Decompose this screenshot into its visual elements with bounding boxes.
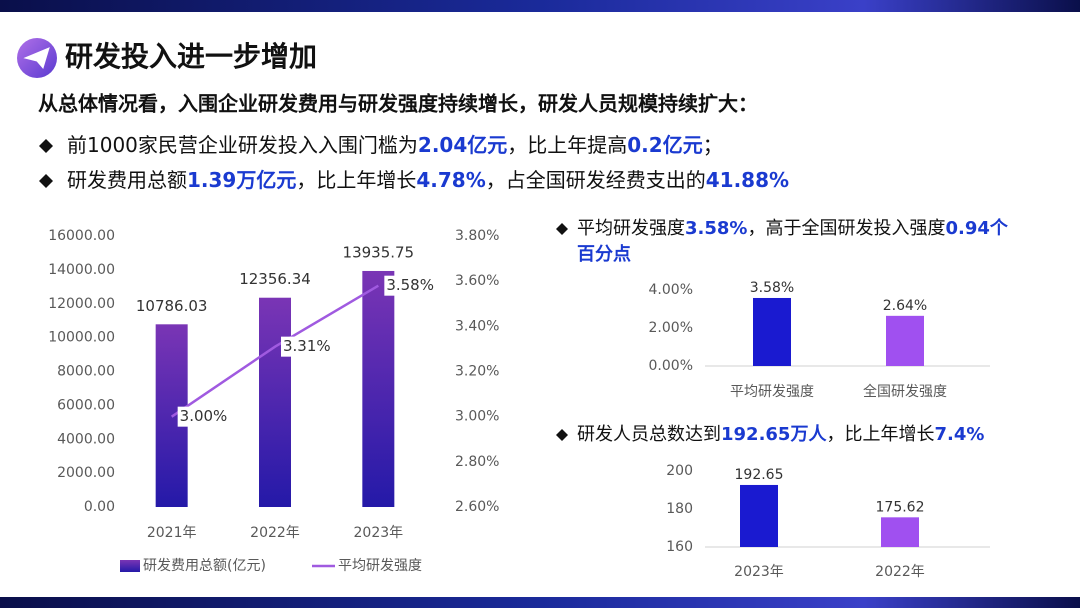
- text-run: 4.78%: [416, 168, 485, 192]
- text-run: 研发费用总额: [67, 168, 187, 192]
- y-tick-label: 8000.00: [57, 364, 115, 380]
- text-run: 41.88%: [706, 168, 789, 192]
- x-tick-label: 全国研发强度: [863, 383, 947, 400]
- bullet-diamond: [39, 174, 53, 188]
- bar-value-label: 3.58%: [750, 280, 794, 296]
- bar-value-label: 10786.03: [136, 297, 208, 315]
- text-run: 192.65万人: [721, 424, 827, 445]
- bar: [753, 297, 791, 366]
- legend-label: 平均研发强度: [338, 558, 422, 574]
- y-tick-label: 4000.00: [57, 431, 115, 447]
- line-value-label: 3.00%: [180, 407, 228, 425]
- plane-icon: [23, 47, 50, 70]
- text-run: 研发人员总数达到: [577, 424, 721, 445]
- y-tick-label: 16000.00: [48, 228, 115, 244]
- y2-tick-label: 3.80%: [455, 228, 499, 244]
- y-tick-label: 10000.00: [48, 330, 115, 346]
- label-bg: [281, 336, 331, 357]
- x-tick-label: 2022年: [875, 564, 925, 580]
- y-tick-label: 180: [666, 501, 693, 517]
- title: 研发投入进一步增加: [65, 40, 317, 73]
- bar: [881, 517, 919, 547]
- bar-value-label: 12356.34: [239, 270, 311, 288]
- text-run: 0.94个: [945, 217, 1008, 239]
- text-run: 2.04亿元: [418, 133, 507, 157]
- y2-tick-label: 2.60%: [455, 499, 499, 515]
- line-value-label: 3.31%: [283, 337, 331, 355]
- bar-value-label: 175.62: [876, 499, 925, 515]
- y2-tick-label: 3.20%: [455, 364, 499, 380]
- bullet-text: 前1000家民营企业研发投入入围门槛为2.04亿元，比上年提高0.2亿元；: [67, 133, 723, 157]
- text-run: ，比上年提高: [507, 133, 627, 157]
- y-tick-label: 0.00%: [649, 358, 693, 374]
- top-band: [0, 0, 1080, 12]
- y-tick-label: 2000.00: [57, 465, 115, 481]
- line-value-label: 3.58%: [386, 276, 434, 294]
- y-tick-label: 6000.00: [57, 397, 115, 413]
- bar-value-label: 2.64%: [883, 298, 927, 314]
- text-run: 3.58%: [685, 218, 747, 239]
- bullet-diamond: [556, 429, 568, 441]
- y-tick-label: 14000.00: [48, 262, 115, 278]
- y-tick-label: 2.00%: [649, 320, 693, 336]
- text-run: ；: [703, 133, 723, 157]
- text-run: 1.39万亿元: [187, 168, 296, 192]
- y2-tick-label: 3.60%: [455, 273, 499, 289]
- text-run: 7.4%: [934, 424, 984, 445]
- lead: 从总体情况看，入围企业研发费用与研发强度持续增长，研发人员规模持续扩大：: [38, 92, 758, 116]
- bar: [886, 315, 924, 366]
- bullet-text: 平均研发强度3.58%，高于全国研发投入强度0.94个百分点: [577, 217, 1009, 265]
- y2-tick-label: 3.40%: [455, 318, 499, 334]
- label-bg: [384, 275, 435, 296]
- legend-label: 研发费用总额(亿元): [143, 558, 266, 574]
- bullet-diamond: [39, 139, 53, 153]
- bullet-text: 研发费用总额1.39万亿元，比上年增长4.78%，占全国研发经费支出的41.88…: [67, 168, 789, 192]
- x-tick-label: 2022年: [250, 525, 300, 541]
- x-tick-label: 2023年: [354, 525, 404, 541]
- bar: [362, 270, 395, 507]
- x-tick-label: 平均研发强度: [730, 384, 814, 400]
- y-tick-label: 4.00%: [649, 282, 693, 298]
- label-bg: [177, 406, 228, 427]
- text-run: ，高于全国研发投入强度: [747, 218, 945, 239]
- y2-tick-label: 3.00%: [455, 409, 499, 425]
- bottom-band: [0, 597, 1080, 608]
- text-run: ，比上年增长: [826, 424, 934, 445]
- text-run: 百分点: [577, 243, 631, 265]
- y-tick-label: 0.00: [84, 499, 115, 515]
- y-tick-label: 200: [666, 463, 693, 479]
- text-run: 0.2亿元: [627, 133, 702, 157]
- text-run: ，占全国研发经费支出的: [486, 168, 706, 192]
- bullet-diamond: [556, 223, 568, 235]
- y-tick-label: 12000.00: [48, 296, 115, 312]
- bar-value-label: 13935.75: [343, 243, 415, 261]
- x-tick-label: 2021年: [147, 525, 197, 541]
- bar-value-label: 192.65: [735, 467, 784, 483]
- bar: [740, 484, 778, 547]
- text-run: ，比上年增长: [296, 168, 416, 192]
- line: [170, 284, 379, 418]
- text-run: 前1000家民营企业研发投入入围门槛为: [67, 133, 418, 157]
- legend-swatch: [120, 560, 140, 572]
- x-tick-label: 2023年: [734, 564, 784, 580]
- bullet-text: 研发人员总数达到192.65万人，比上年增长7.4%: [577, 424, 984, 445]
- text-run: 平均研发强度: [577, 218, 685, 239]
- y2-tick-label: 2.80%: [455, 454, 499, 470]
- bar: [259, 297, 291, 507]
- y-tick-label: 160: [666, 539, 693, 555]
